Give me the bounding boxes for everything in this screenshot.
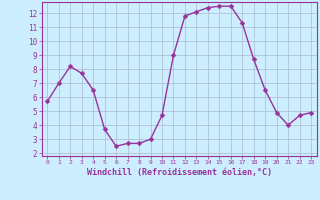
X-axis label: Windchill (Refroidissement éolien,°C): Windchill (Refroidissement éolien,°C): [87, 168, 272, 177]
